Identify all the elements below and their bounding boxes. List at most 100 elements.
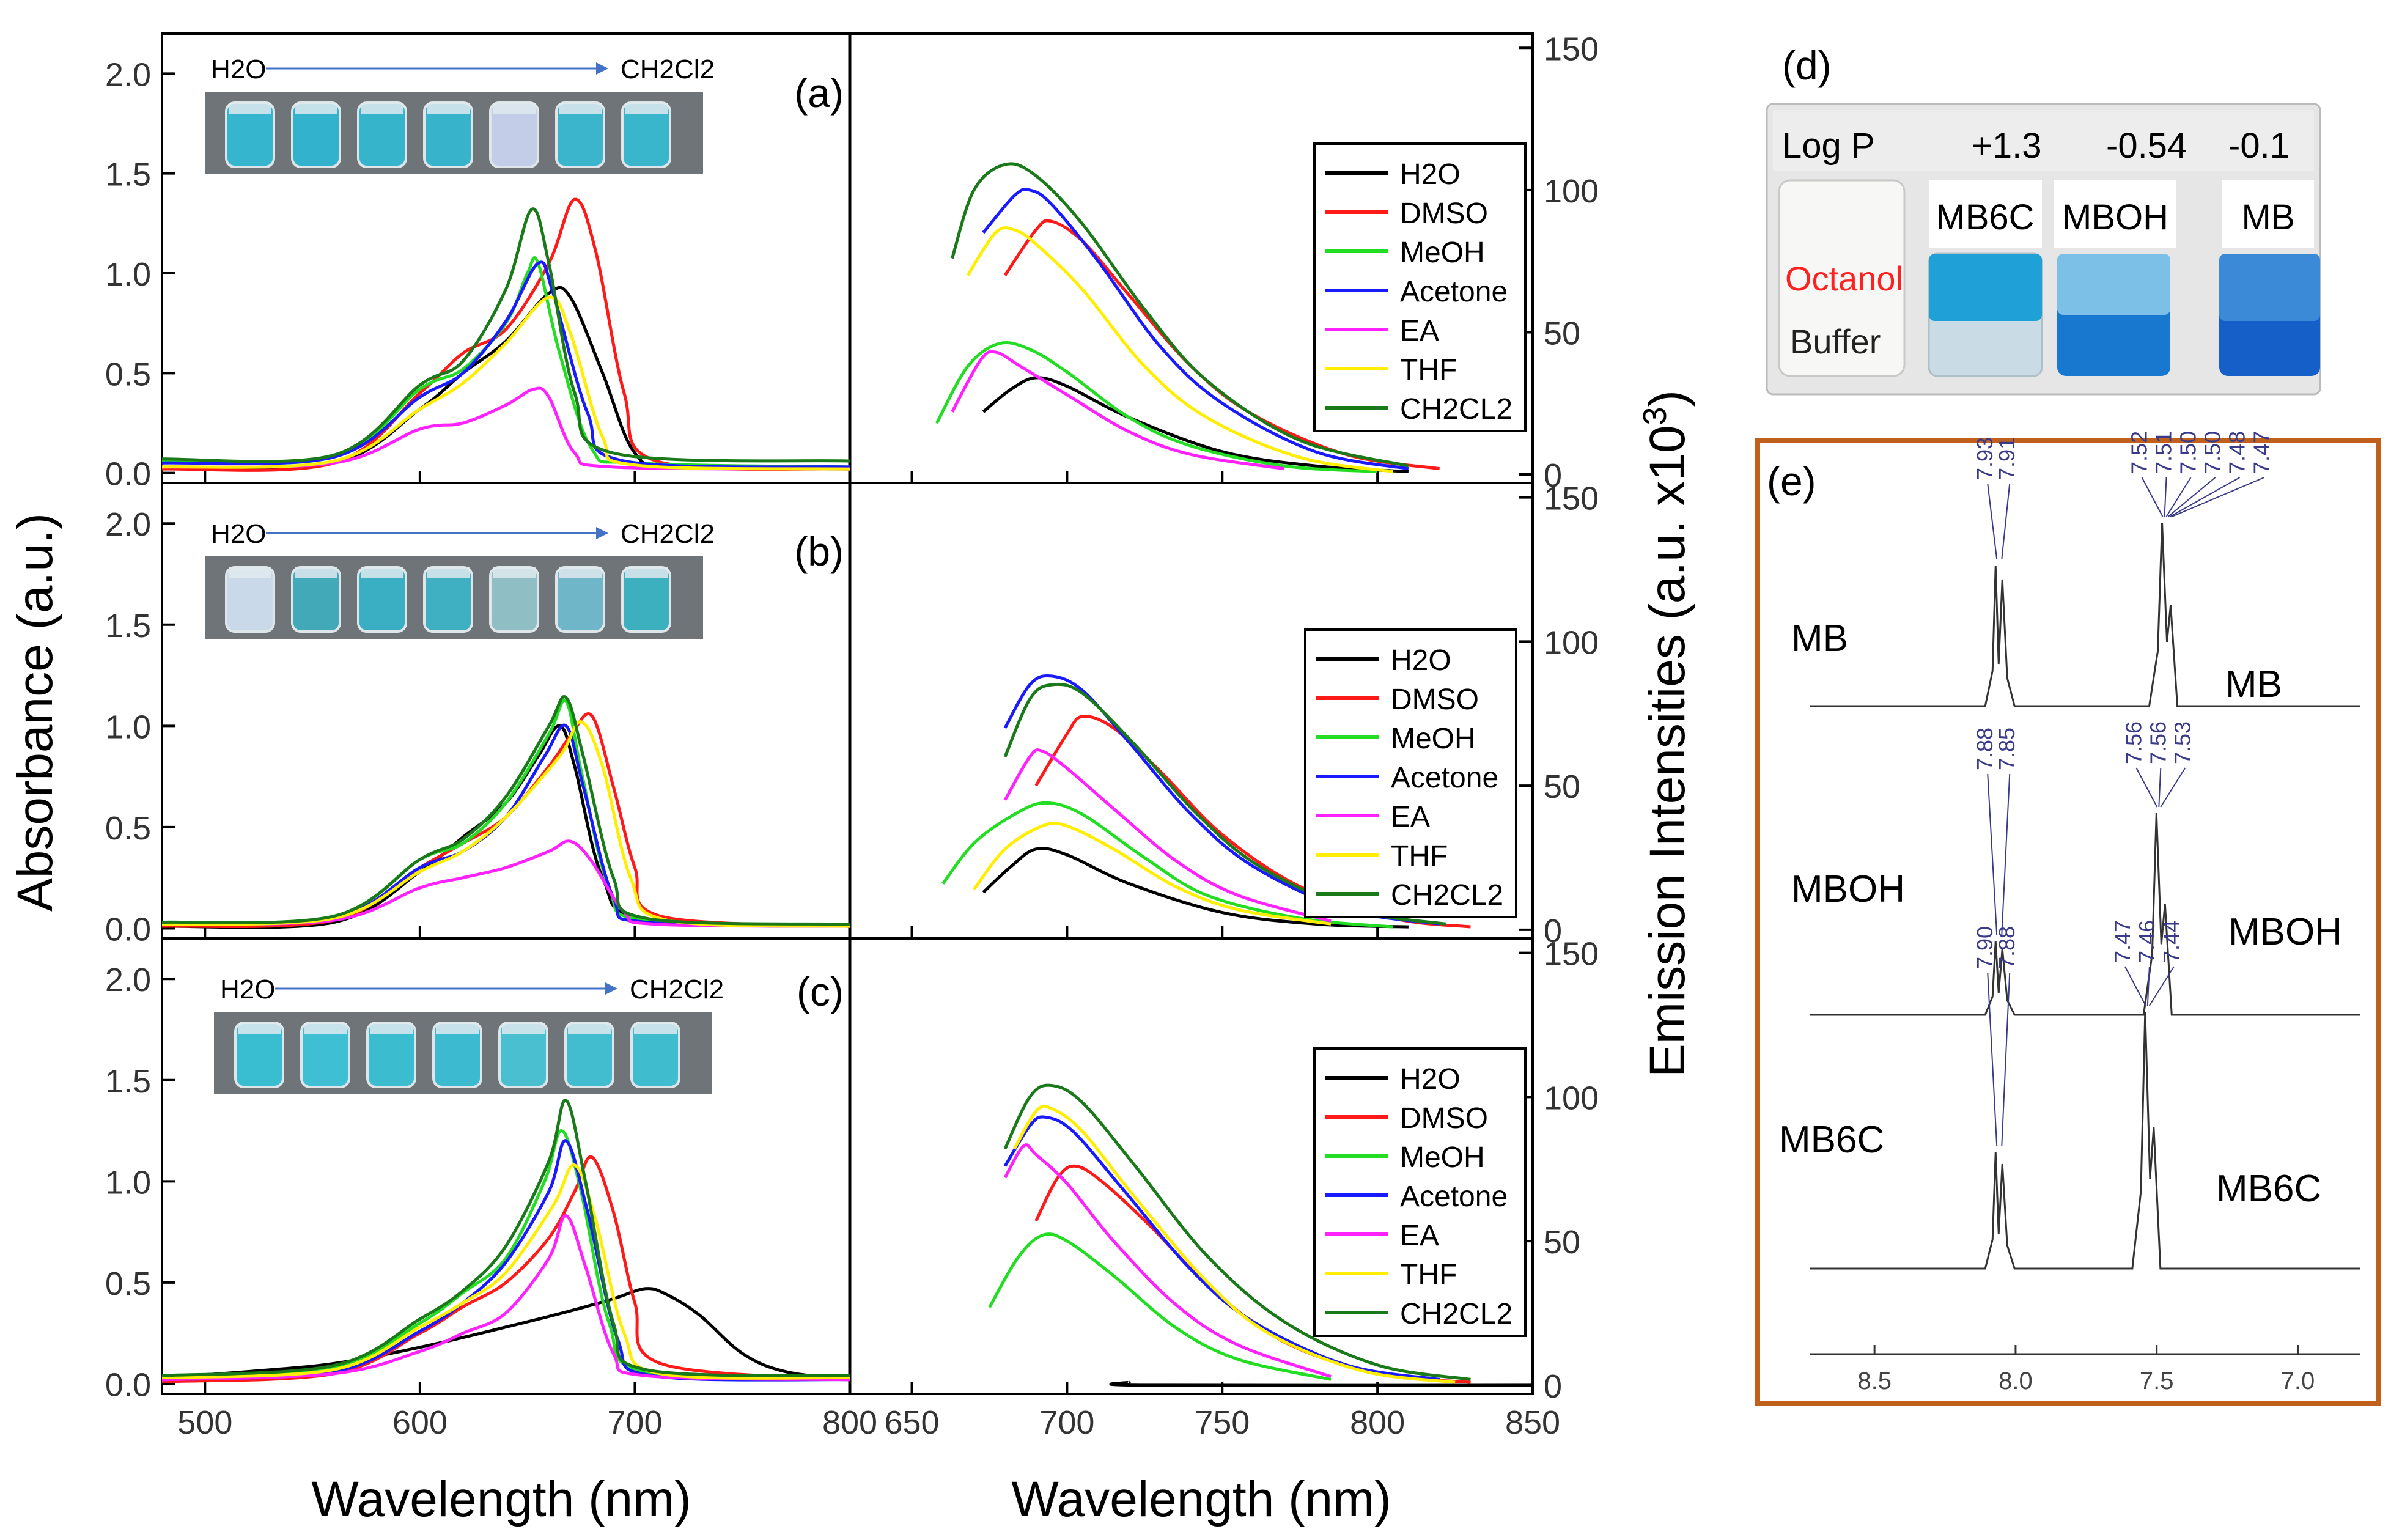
emission-curve-ea: [951, 350, 1285, 471]
compound-mboh: MBOH: [2062, 197, 2168, 237]
nmr-peak-leader: [2146, 966, 2150, 1006]
nmr-right-label-mb6c: MB6C: [2216, 1168, 2321, 1210]
abs-ytick-label: 1.0: [105, 256, 151, 293]
abs-ytick-label: 2.0: [105, 506, 151, 543]
solvent-arrow-head: [605, 982, 617, 995]
reference-vial: [1778, 179, 1906, 377]
em-ylabel-exp: 3: [1637, 407, 1673, 425]
vial-cap-highlight: [361, 103, 403, 114]
photo-label-start: H2O: [211, 519, 266, 549]
em-ytick-label: 50: [1544, 1224, 1580, 1261]
panel-e-frame: [1755, 438, 2381, 1406]
abs-ytick-label: 1.0: [105, 709, 151, 745]
em-ytick-label: 0: [1544, 913, 1562, 949]
absorbance-curve-ea: [161, 839, 850, 928]
em-xtick-label: 850: [1505, 1404, 1560, 1441]
abs-xtick-label: 600: [392, 1404, 448, 1441]
legend-label-meoh: MeOH: [1400, 237, 1485, 269]
vial-cap-highlight: [625, 103, 668, 114]
nmr-peak-leader: [1987, 972, 1998, 1147]
emission-curve-ch2cl2: [951, 162, 1409, 468]
absorbance-curve-thf: [161, 295, 850, 471]
legend-b: H2O DMSO MeOH Acetone EA THF CH2CL2: [1304, 628, 1517, 918]
em-ytick-label: 0: [1544, 457, 1562, 494]
emission-curve-ea: [1003, 748, 1332, 923]
legend-a: H2O DMSO MeOH Acetone EA THF CH2CL2: [1313, 142, 1527, 432]
logp-mboh: -0.54: [2106, 126, 2187, 166]
nmr-peak-leader: [2001, 773, 2011, 936]
legend-label-h2o: H2O: [1400, 158, 1461, 191]
vial-cap-highlight: [304, 1023, 347, 1034]
em-ytick-label: 0: [1544, 1368, 1562, 1405]
abs-xtick-label: 800: [822, 1404, 877, 1441]
legend-label-ea: EA: [1391, 801, 1430, 833]
nmr-peak-label: 7.52: [2127, 431, 2152, 474]
nmr-spectrum-mb: [1810, 522, 2360, 707]
nmr-peak-label: 7.50: [2200, 431, 2225, 474]
panel-label-e: (e): [1767, 459, 1816, 504]
nmr-peak-label: 7.53: [2170, 721, 2195, 764]
absorbance-curve-dmso: [161, 712, 850, 929]
photo-label-start: H2O: [220, 974, 275, 1004]
legend-label-thf: THF: [1400, 354, 1457, 386]
photo-strip-a: H2O CH2Cl2: [205, 54, 715, 174]
legend-box: [1304, 628, 1517, 918]
nmr-peak-leader: [2170, 477, 2241, 517]
emission-curve-ea: [1003, 1143, 1332, 1379]
photo-strips: H2O CH2Cl2 H2O CH2Cl2 H2O CH2Cl2: [205, 54, 724, 1094]
vial-cap-highlight: [502, 1023, 545, 1034]
vial-cap-highlight: [229, 567, 271, 578]
legend-label-thf: THF: [1400, 1259, 1457, 1291]
panel-label-d: (d): [1782, 43, 1832, 88]
vial-cap-highlight: [559, 103, 602, 114]
abs-ytick-label: 1.5: [105, 608, 151, 644]
abs-ytick-label: 0.5: [105, 810, 151, 847]
nmr-peak-leader: [2164, 477, 2167, 517]
abs-ytick-label: 0.0: [105, 456, 151, 493]
emission-curve-thf: [966, 226, 1393, 473]
nmr-right-label-mb: MB: [2225, 663, 2282, 706]
solvent-arrow-head: [596, 62, 608, 75]
panel-label-b: (b): [794, 529, 844, 574]
absorbance-curve-ea: [161, 386, 850, 471]
nmr-peak-label: 7.56: [2121, 721, 2146, 764]
octanol-label: Octanol: [1785, 259, 1903, 298]
emission-curve-meoh: [941, 801, 1393, 929]
legend-label-meoh: MeOH: [1400, 1141, 1485, 1174]
vial-cap-highlight: [238, 1023, 281, 1034]
emission-curve-h2o: [1109, 1380, 1533, 1387]
vial-cap-highlight: [493, 567, 536, 578]
photo-strip-c: H2O CH2Cl2: [214, 974, 724, 1094]
em-ylabel-main: Emission Intensities (a.u. x10: [1640, 425, 1695, 1077]
emission-curve-meoh: [935, 341, 1378, 473]
absorbance-curve-thf: [161, 720, 850, 928]
nmr-right-label-mboh: MBOH: [2228, 911, 2342, 953]
em-xtick-label: 800: [1350, 1404, 1405, 1441]
label-box-mb: [2222, 180, 2314, 248]
nmr-peak-leader: [2141, 477, 2164, 517]
nmr-peak-label: 7.93: [1972, 437, 1997, 480]
absorbance-curve-dmso: [161, 1155, 850, 1383]
legend-label-ea: EA: [1400, 1220, 1439, 1252]
absorbance-curve-ea: [161, 1214, 850, 1382]
abs-ytick-label: 2.0: [105, 962, 151, 998]
absorbance-curve-h2o: [161, 724, 850, 929]
emission-curve-acetone: [982, 188, 1409, 471]
abs-ytick-label: 1.5: [105, 1063, 151, 1100]
vial-cap-highlight: [436, 1023, 479, 1034]
abs-ytick-label: 0.5: [105, 1266, 151, 1302]
vial-mb6c-octanol-layer: [1929, 254, 2042, 321]
vial-cap-highlight: [625, 567, 668, 578]
logp-mb: -0.1: [2228, 126, 2290, 166]
legend-label-ch2cl2: CH2CL2: [1400, 393, 1512, 426]
absorbance-curve-dmso: [161, 197, 850, 472]
label-box-mboh: [2054, 180, 2176, 248]
nmr-tick-label: 8.0: [1999, 1368, 2033, 1394]
emission-curve-thf: [1012, 1104, 1456, 1384]
nmr-peak-leader: [2158, 767, 2162, 808]
legend-box: [1313, 1047, 1527, 1337]
nmr-peak-leader: [2135, 767, 2158, 808]
nmr-tick-label: 7.5: [2140, 1368, 2174, 1394]
legend-label-h2o: H2O: [1400, 1063, 1461, 1096]
legend-label-acetone: Acetone: [1400, 1181, 1508, 1213]
